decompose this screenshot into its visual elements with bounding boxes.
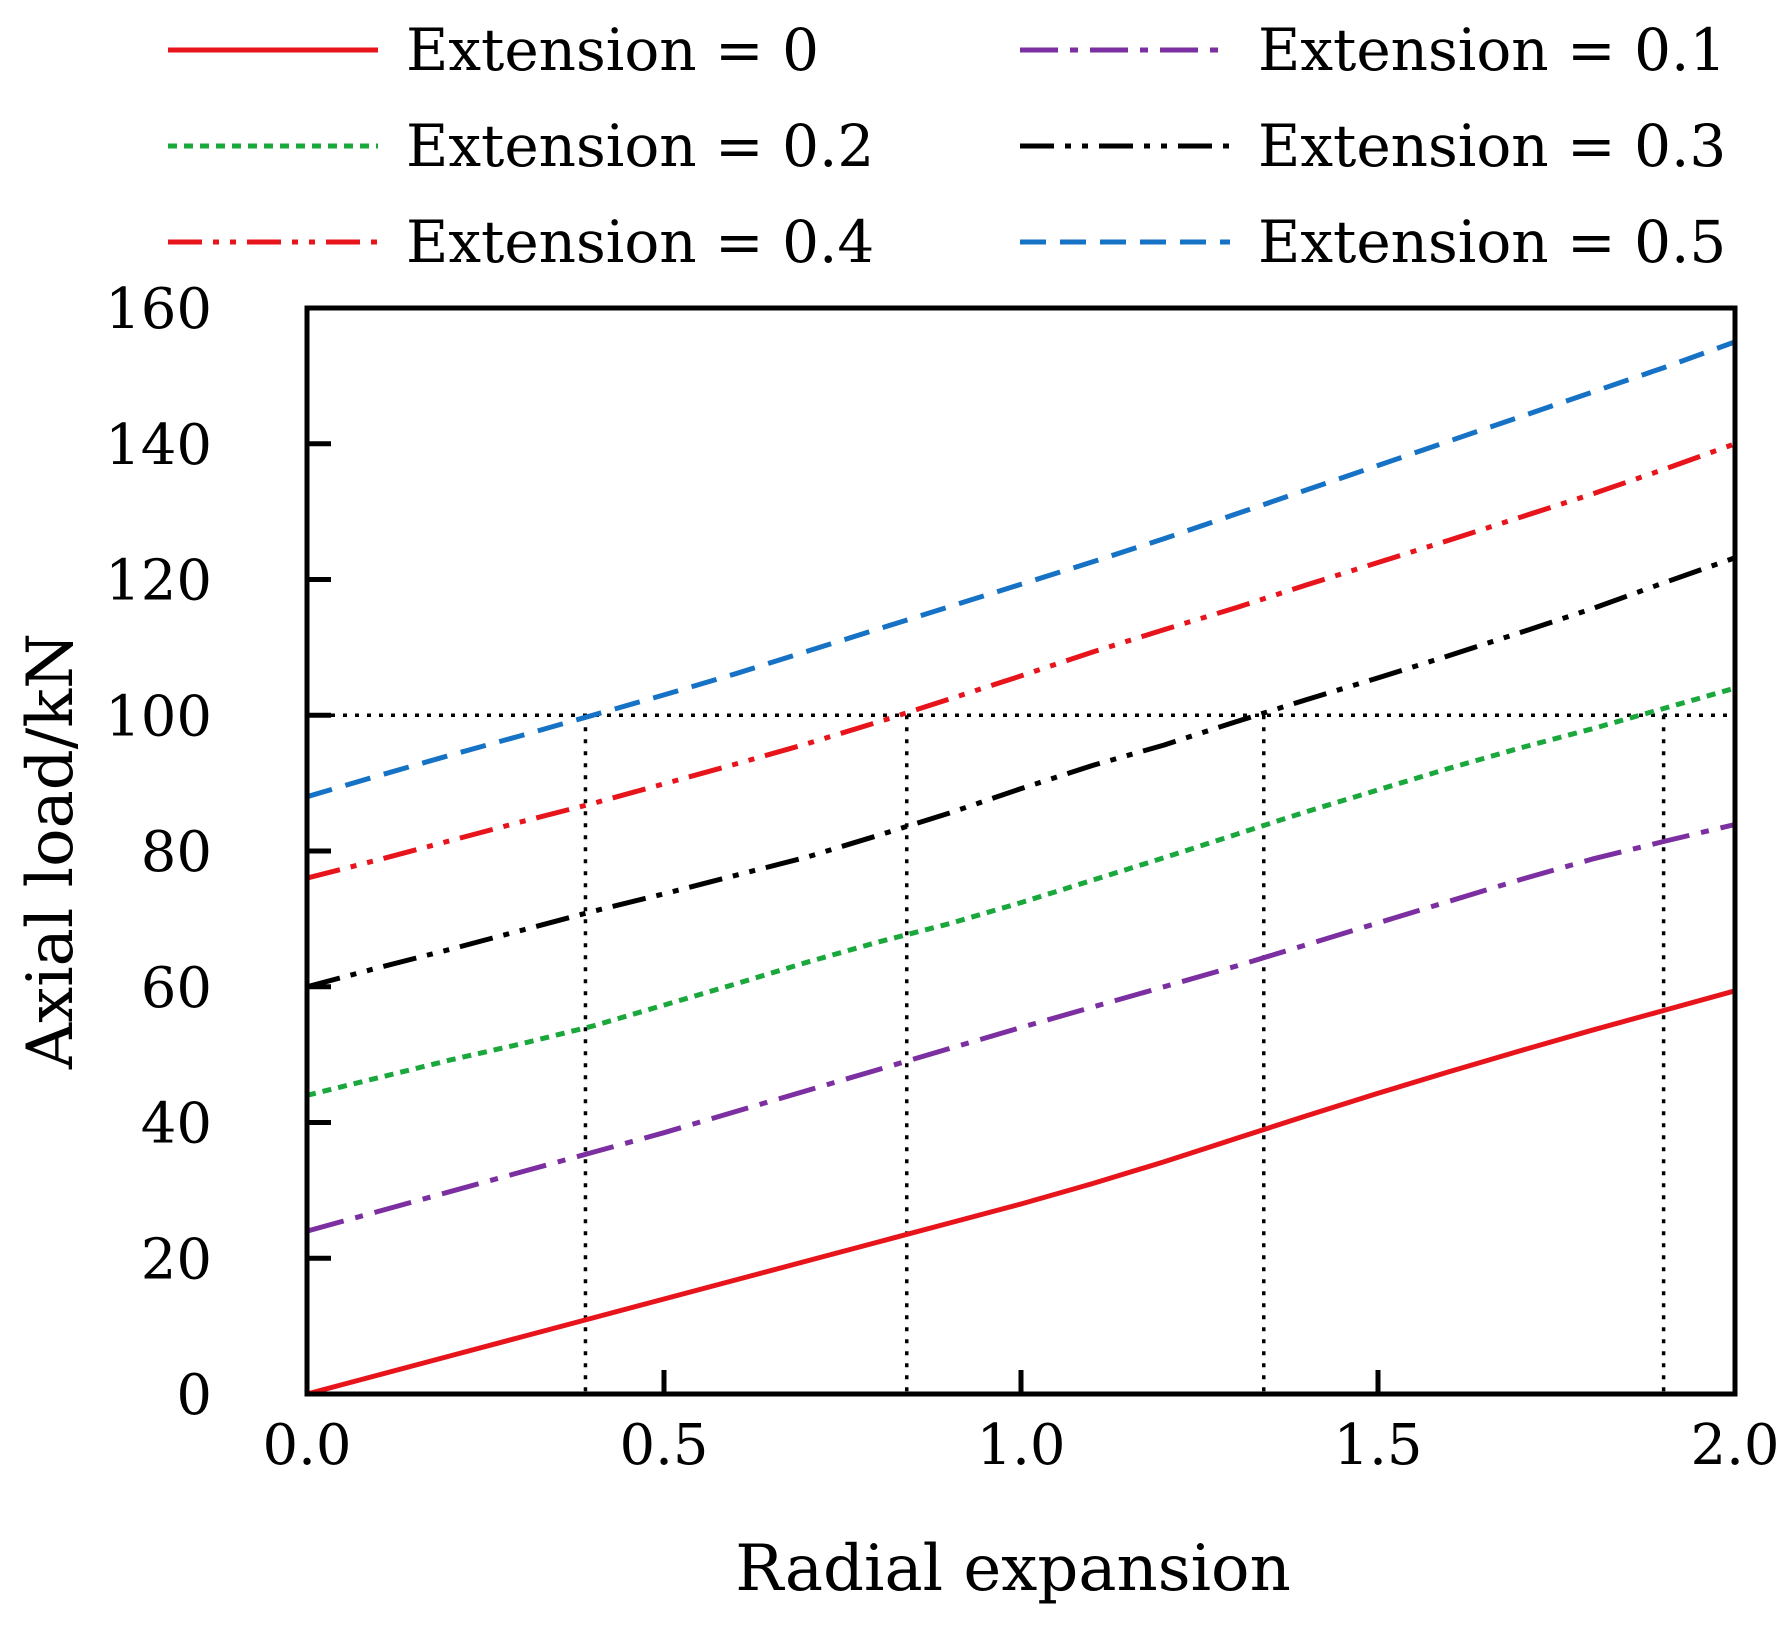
x-tick-label: 2.0	[1690, 1413, 1779, 1478]
series-line-4	[306, 441, 1736, 881]
y-tick-label: 140	[105, 413, 212, 478]
x-tick-label: 1.0	[976, 1413, 1065, 1478]
series-line-1	[306, 822, 1736, 1234]
reference-lines	[307, 713, 1735, 1394]
series-line-3	[306, 555, 1736, 990]
legend-label-4: Extension = 0.4	[406, 208, 874, 276]
x-tick-label: 0.5	[619, 1413, 708, 1478]
legend-label-0: Extension = 0	[406, 16, 819, 84]
legend-label-3: Extension = 0.3	[1258, 112, 1726, 180]
y-tick-label: 120	[105, 549, 212, 614]
legend-label-1: Extension = 0.1	[1258, 16, 1726, 84]
x-tick-label: 0.0	[262, 1413, 351, 1478]
y-tick-label: 100	[105, 684, 212, 749]
y-tick-label: 160	[105, 277, 212, 342]
y-tick-label: 60	[141, 956, 212, 1021]
legend-label-5: Extension = 0.5	[1258, 208, 1726, 276]
y-tick-label: 0	[176, 1363, 212, 1428]
series-line-5	[306, 339, 1736, 800]
series-lines	[306, 339, 1736, 1397]
plot-frame	[304, 305, 1738, 1397]
x-axis-title: Radial expansion	[735, 1532, 1291, 1606]
series-line-0	[306, 988, 1736, 1397]
series-line-2	[306, 685, 1736, 1098]
y-tick-label: 40	[141, 1092, 212, 1157]
legend-label-2: Extension = 0.2	[406, 112, 874, 180]
y-axis-title: Axial load/kN	[14, 633, 88, 1070]
axes: 0.0 0.5 1.0 1.5 2.0 0 20 40 60 80 100 120 140 160	[105, 277, 1779, 1478]
x-tick-label: 1.5	[1333, 1413, 1422, 1478]
y-tick-label: 80	[141, 820, 212, 885]
y-tick-label: 20	[141, 1227, 212, 1292]
legend: Extension = 0 Extension = 0.1 Extension = …	[168, 16, 1726, 276]
